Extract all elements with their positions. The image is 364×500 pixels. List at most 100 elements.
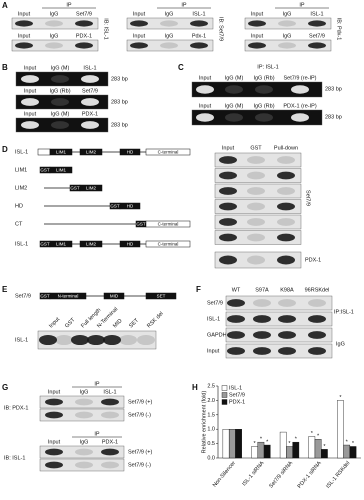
blot-label: Set7/9 — [305, 190, 311, 206]
row-label: Set7/9 (+) — [128, 449, 152, 455]
blot — [126, 39, 214, 52]
band — [227, 331, 245, 339]
lane-label: RSK del — [146, 311, 165, 330]
band — [75, 398, 93, 406]
domain — [119, 240, 141, 248]
ip-label: IP — [94, 381, 100, 387]
domain-label: LIM1 — [56, 167, 67, 172]
bar — [343, 444, 351, 459]
legend-swatch — [221, 392, 228, 398]
significance-mark: * — [317, 434, 320, 440]
lane-label: IgG — [80, 439, 89, 445]
lane-label: IgG — [283, 33, 292, 39]
blot — [11, 17, 99, 30]
domain-label: HD — [127, 203, 134, 208]
band — [248, 42, 266, 49]
band — [190, 42, 208, 49]
band — [119, 334, 137, 346]
size-label: 283 bp — [325, 114, 342, 120]
lane-label: PDX-1 — [76, 33, 92, 39]
legend-label: Set7/9 — [229, 392, 245, 398]
band — [255, 113, 273, 122]
lane-label: PDX-1 — [82, 111, 98, 117]
band — [160, 42, 178, 49]
band — [277, 202, 295, 211]
lane-label: IgG — [50, 11, 59, 17]
band — [103, 334, 121, 346]
band — [160, 20, 178, 27]
construct-name: Set7/9 — [15, 293, 31, 299]
blot — [214, 214, 302, 230]
band — [277, 187, 295, 195]
domain — [79, 148, 103, 156]
size-label: 283 bp — [111, 122, 128, 128]
band — [81, 98, 99, 106]
blot — [244, 39, 332, 52]
lane-label: IgG (Rb) — [253, 103, 274, 109]
lane-label: Input — [24, 88, 37, 94]
band — [308, 20, 326, 27]
band — [75, 448, 93, 456]
blot — [214, 168, 302, 183]
ib-label: IB: Set7/9 — [218, 17, 224, 41]
lane-label: Input — [18, 11, 31, 17]
band — [75, 411, 93, 419]
blot-label: GAPDH — [207, 332, 227, 338]
bar — [279, 431, 287, 459]
lane-label: Set7/9 (re-IP) — [283, 75, 316, 81]
lane-label: Pdx-1 — [192, 33, 206, 39]
bar — [321, 449, 328, 459]
bar — [337, 400, 344, 459]
lane-label: Input — [199, 103, 212, 109]
lane-label: ISL-1 — [192, 11, 205, 17]
panel-letter: B — [2, 63, 8, 72]
lane-label: Input — [251, 33, 264, 39]
bar — [314, 439, 322, 459]
domain-label: LIM2 — [86, 149, 97, 154]
band — [277, 171, 295, 180]
construct-name: LIM1 — [15, 167, 27, 173]
domain-label: HD — [127, 241, 134, 246]
ib-label: IB: Pdx-1 — [336, 18, 342, 41]
domain-label: MID — [110, 293, 119, 298]
gel — [191, 81, 323, 98]
panel-letter: H — [192, 383, 198, 392]
lane-label: Input — [199, 75, 212, 81]
band — [247, 187, 265, 195]
bar — [257, 441, 265, 459]
band — [75, 461, 93, 469]
lane-label: ISL-1 — [83, 65, 96, 71]
band — [225, 85, 243, 94]
domain — [49, 166, 73, 174]
domain-label: C-terminal — [158, 241, 179, 246]
domain-label: HD — [127, 149, 134, 154]
band — [253, 331, 271, 339]
ip-label: IP — [181, 2, 187, 8]
size-label: 283 bp — [111, 76, 128, 82]
domain — [37, 148, 51, 156]
domain — [79, 184, 103, 192]
domain-label: GST — [40, 241, 50, 246]
blot — [11, 39, 99, 52]
blot-label: Input — [207, 348, 220, 354]
x-tick-label: Set7/9 siRNA — [268, 460, 294, 489]
blot — [214, 152, 302, 168]
band — [15, 42, 33, 49]
significance-mark: * — [352, 441, 355, 447]
construct-name: HD — [15, 203, 23, 209]
x-tick-label: Non-Silencer — [212, 460, 237, 488]
blot-label: Set7/9 — [207, 300, 223, 306]
domain-label: LIM1 — [56, 149, 67, 154]
gel — [15, 117, 109, 133]
band — [247, 233, 265, 242]
significance-mark: * — [266, 439, 269, 445]
domain-label: GST — [40, 167, 50, 172]
domain — [49, 148, 73, 156]
band — [45, 411, 63, 419]
band — [219, 187, 237, 195]
significance-mark: * — [346, 439, 349, 445]
band — [39, 334, 57, 346]
lane-label: Set7/9 — [76, 11, 92, 17]
band — [87, 334, 105, 346]
